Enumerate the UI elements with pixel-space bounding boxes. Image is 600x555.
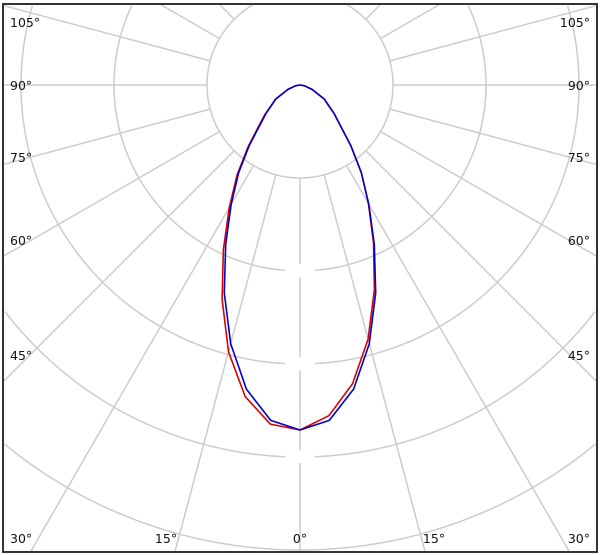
label-right-90: 90°	[568, 78, 590, 93]
label-left-60: 60°	[10, 233, 32, 248]
label-bottom-15-right: 15°	[423, 531, 445, 546]
series-curve-1	[221, 84, 376, 431]
grid-radial-line	[323, 174, 426, 552]
curves	[221, 84, 377, 431]
grid-radial-line	[345, 165, 570, 552]
grid-radial-line	[3, 108, 211, 166]
grid-radial-line	[3, 4, 211, 62]
grid-radial-line	[219, 4, 235, 20]
grid-radial-line	[365, 4, 381, 20]
label-right-105: 105°	[560, 15, 590, 30]
grid-radial-line	[365, 150, 597, 382]
label-right-75: 75°	[568, 150, 590, 165]
grid-radial-line	[3, 150, 235, 382]
grid-gap	[285, 264, 315, 277]
grid-radial-line	[380, 4, 439, 40]
label-left-45: 45°	[10, 348, 32, 363]
grid-radial-line	[380, 130, 597, 257]
grid-circle	[206, 4, 394, 179]
label-left-75: 75°	[10, 150, 32, 165]
grid-circle	[20, 5, 580, 365]
grid-radial-line	[389, 4, 597, 62]
grid-radial-line	[3, 130, 220, 257]
label-left-90: 90°	[10, 78, 32, 93]
label-right-60: 60°	[568, 233, 590, 248]
label-bottom-0: 0°	[293, 531, 307, 546]
label-right-30: 30°	[568, 531, 590, 546]
grid-gap	[285, 357, 315, 370]
grid-gap	[285, 450, 315, 463]
angle-labels: 105° 90° 75° 60° 45° 30° 105° 90° 75° 60…	[10, 15, 590, 546]
grid-circle	[113, 5, 487, 272]
label-right-45: 45°	[568, 348, 590, 363]
label-left-30: 30°	[10, 531, 32, 546]
grid	[3, 4, 597, 552]
grid-radial-line	[161, 4, 220, 40]
grid-radial-line	[30, 165, 255, 552]
series-curve-2	[223, 84, 377, 431]
chart-frame	[2, 3, 598, 553]
grid-radial-line	[174, 174, 277, 552]
label-left-105: 105°	[10, 15, 40, 30]
grid-radial-line	[389, 108, 597, 166]
label-bottom-15-left: 15°	[155, 531, 177, 546]
